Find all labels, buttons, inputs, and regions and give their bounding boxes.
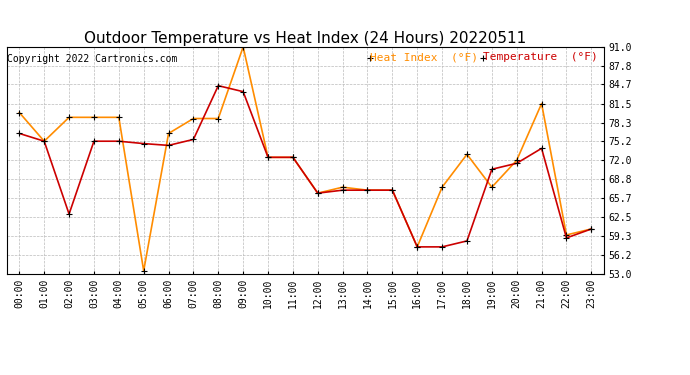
Temperature  (°F) (388, 188, 397, 192)
Temperature  (°F) (139, 141, 148, 146)
Temperature  (°F) (364, 188, 372, 192)
Temperature  (°F) (115, 139, 123, 144)
Heat Index  (°F) (90, 115, 98, 120)
Heat Index  (°F) (15, 110, 23, 115)
Heat Index  (°F) (288, 155, 297, 160)
Line: Heat Index  (°F): Heat Index (°F) (16, 44, 595, 274)
Heat Index  (°F) (40, 139, 48, 144)
Temperature  (°F) (164, 143, 172, 148)
Temperature  (°F) (189, 137, 197, 142)
Line: Temperature  (°F): Temperature (°F) (16, 82, 595, 251)
Heat Index  (°F) (65, 115, 73, 120)
Heat Index  (°F) (513, 158, 521, 163)
Temperature  (°F) (90, 139, 98, 144)
Heat Index  (°F) (364, 188, 372, 192)
Heat Index  (°F) (413, 244, 422, 249)
Heat Index  (°F) (538, 101, 546, 106)
Temperature  (°F) (239, 89, 247, 94)
Heat Index  (°F) (264, 155, 272, 160)
Heat Index  (°F) (189, 116, 197, 121)
Heat Index  (°F) (164, 131, 172, 136)
Temperature  (°F) (288, 155, 297, 160)
Heat Index  (°F) (239, 45, 247, 49)
Temperature  (°F) (513, 161, 521, 165)
Text: Copyright 2022 Cartronics.com: Copyright 2022 Cartronics.com (7, 54, 177, 64)
Heat Index  (°F) (562, 233, 571, 237)
Heat Index  (°F) (488, 185, 496, 189)
Heat Index  (°F) (214, 116, 222, 121)
Temperature  (°F) (488, 167, 496, 171)
Heat Index  (°F) (139, 268, 148, 273)
Title: Outdoor Temperature vs Heat Index (24 Hours) 20220511: Outdoor Temperature vs Heat Index (24 Ho… (84, 31, 526, 46)
Heat Index  (°F) (115, 115, 123, 120)
Temperature  (°F) (214, 83, 222, 88)
Heat Index  (°F) (587, 227, 595, 231)
Temperature  (°F) (15, 131, 23, 136)
Legend: Heat Index  (°F), Temperature  (°F): Heat Index (°F), Temperature (°F) (370, 53, 598, 62)
Temperature  (°F) (438, 244, 446, 249)
Temperature  (°F) (40, 139, 48, 144)
Heat Index  (°F) (314, 191, 322, 195)
Temperature  (°F) (65, 212, 73, 216)
Temperature  (°F) (413, 244, 422, 249)
Temperature  (°F) (538, 146, 546, 151)
Heat Index  (°F) (438, 185, 446, 189)
Temperature  (°F) (587, 227, 595, 231)
Temperature  (°F) (314, 191, 322, 195)
Temperature  (°F) (562, 236, 571, 240)
Temperature  (°F) (264, 155, 272, 160)
Temperature  (°F) (339, 188, 347, 192)
Heat Index  (°F) (463, 152, 471, 157)
Heat Index  (°F) (388, 188, 397, 192)
Temperature  (°F) (463, 238, 471, 243)
Heat Index  (°F) (339, 185, 347, 189)
